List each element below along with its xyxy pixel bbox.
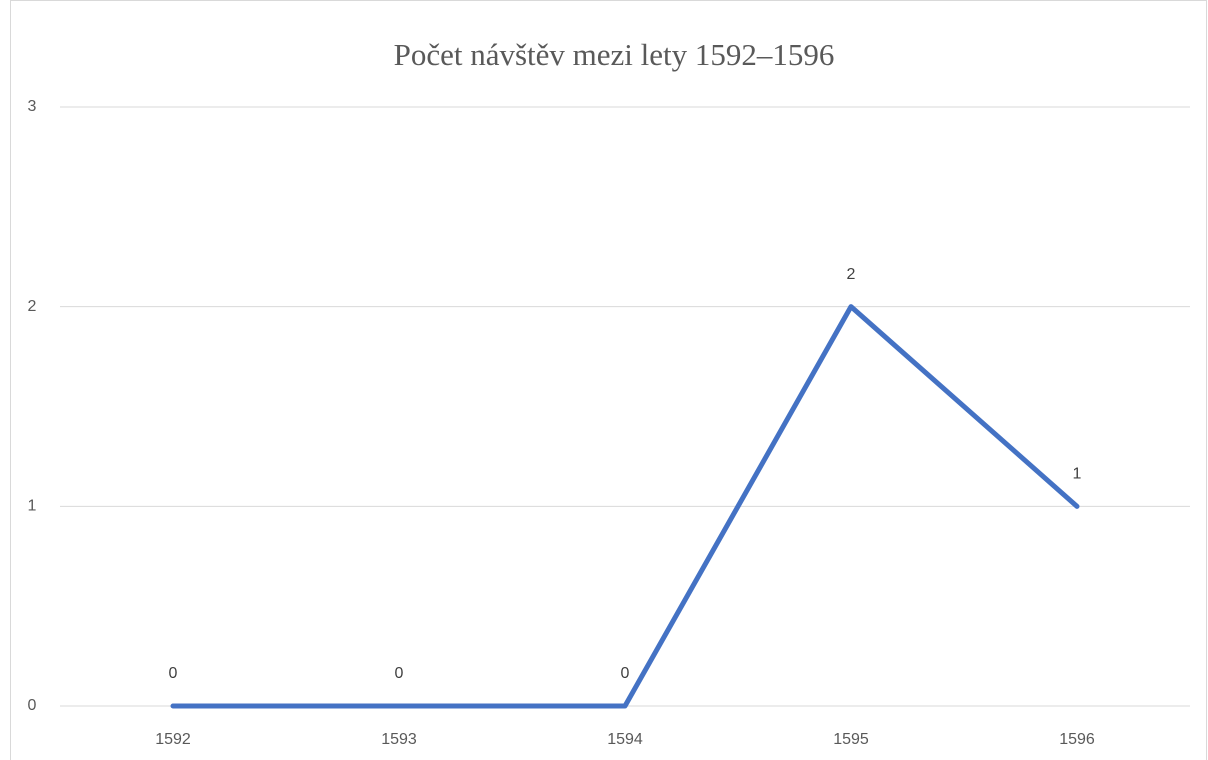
data-label: 0 <box>169 665 178 682</box>
chart-border <box>10 0 1207 760</box>
x-tick-label: 1595 <box>833 731 869 748</box>
y-tick-label: 0 <box>28 697 37 714</box>
y-tick-label: 1 <box>28 498 37 515</box>
data-label: 0 <box>395 665 404 682</box>
x-tick-label: 1592 <box>155 731 191 748</box>
data-label: 2 <box>847 266 856 283</box>
data-label: 1 <box>1073 466 1082 483</box>
line-series <box>170 304 1080 709</box>
x-tick-label: 1593 <box>381 731 417 748</box>
x-tick-label: 1596 <box>1059 731 1095 748</box>
y-tick-label: 3 <box>28 98 37 115</box>
y-tick-label: 2 <box>28 298 37 315</box>
x-tick-label: 1594 <box>607 731 643 748</box>
data-label: 0 <box>621 665 630 682</box>
chart-title: Počet návštěv mezi lety 1592–1596 <box>394 37 835 72</box>
